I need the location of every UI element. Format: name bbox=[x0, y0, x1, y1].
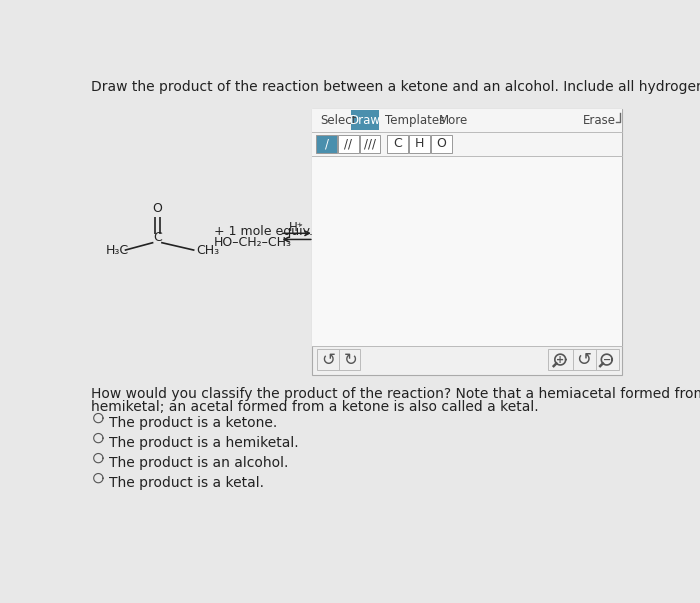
Bar bbox=[338, 134, 359, 153]
Text: How would you classify the product of the reaction? Note that a hemiacetal forme: How would you classify the product of th… bbox=[92, 387, 700, 401]
Text: H: H bbox=[415, 137, 424, 151]
Bar bbox=[312, 156, 622, 346]
Bar bbox=[316, 134, 337, 153]
Text: The product is a ketal.: The product is a ketal. bbox=[109, 476, 264, 490]
Text: //: // bbox=[344, 137, 352, 151]
Text: H₃C: H₃C bbox=[106, 244, 130, 257]
Bar bbox=[409, 134, 430, 153]
Text: ↺: ↺ bbox=[321, 350, 335, 368]
Text: hemiketal; an acetal formed from a ketone is also called a ketal.: hemiketal; an acetal formed from a keton… bbox=[92, 400, 539, 414]
Text: H⁺: H⁺ bbox=[289, 221, 304, 235]
Text: + 1 mole equiv.: + 1 mole equiv. bbox=[214, 226, 313, 238]
Bar bbox=[312, 109, 622, 131]
Bar bbox=[430, 134, 452, 153]
Bar bbox=[317, 349, 360, 370]
Text: −: − bbox=[603, 355, 611, 365]
Text: /: / bbox=[325, 137, 328, 151]
Bar bbox=[548, 349, 619, 370]
Text: More: More bbox=[439, 113, 468, 127]
Text: CH₃: CH₃ bbox=[196, 244, 219, 257]
Text: Templates: Templates bbox=[385, 113, 445, 127]
Text: The product is an alcohol.: The product is an alcohol. bbox=[109, 456, 288, 470]
Text: ↻: ↻ bbox=[343, 350, 357, 368]
Bar bbox=[387, 134, 408, 153]
Bar bbox=[312, 131, 622, 156]
Text: +: + bbox=[556, 355, 564, 365]
Text: C: C bbox=[153, 232, 162, 244]
Text: The product is a hemiketal.: The product is a hemiketal. bbox=[109, 436, 299, 450]
Text: ↺: ↺ bbox=[576, 350, 591, 368]
Bar bbox=[360, 134, 381, 153]
Text: Draw the product of the reaction between a ketone and an alcohol. Include all hy: Draw the product of the reaction between… bbox=[92, 80, 700, 94]
Bar bbox=[312, 109, 622, 375]
Text: Draw: Draw bbox=[349, 113, 381, 127]
Text: The product is a ketone.: The product is a ketone. bbox=[109, 415, 277, 430]
Text: Select: Select bbox=[320, 113, 356, 127]
Text: Erase: Erase bbox=[583, 113, 616, 127]
Text: C: C bbox=[393, 137, 402, 151]
Text: ///: /// bbox=[364, 137, 376, 151]
Text: HO–CH₂–CH₃: HO–CH₂–CH₃ bbox=[214, 236, 292, 249]
Bar bbox=[351, 110, 379, 130]
Text: O: O bbox=[436, 137, 446, 151]
Text: O: O bbox=[153, 202, 162, 215]
